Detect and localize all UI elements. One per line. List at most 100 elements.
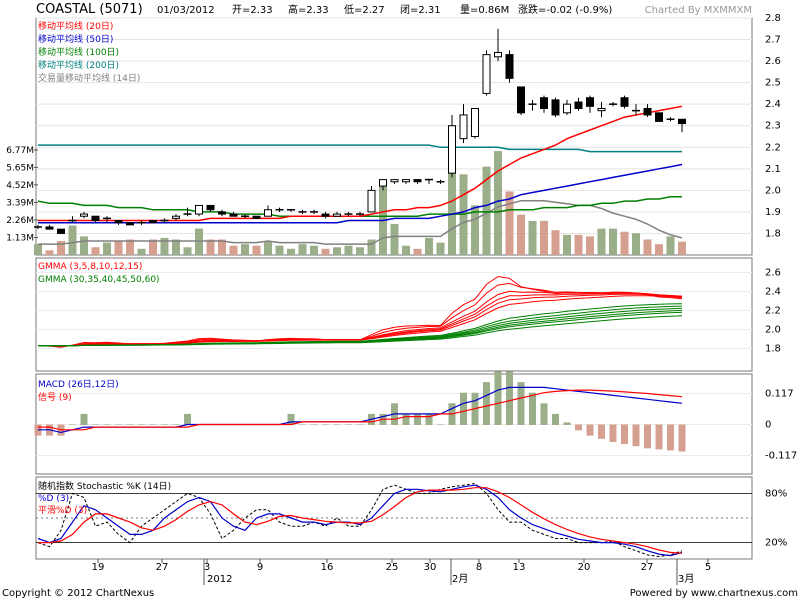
candle-body (367, 189, 376, 213)
header-high: 高=2.33 (288, 3, 329, 16)
legend-signal: 信号 (9) (38, 391, 72, 403)
volume-tick-label: 4.52M (6, 181, 34, 191)
stoch-tick-label: 20% (765, 538, 787, 549)
macd-histogram-bar (172, 424, 180, 425)
volume-bar (643, 239, 652, 255)
footer-copyright: Copyright © 2012 ChartNexus (2, 588, 154, 599)
candle-body (91, 215, 100, 222)
volume-bar (494, 151, 502, 255)
volume-bar (287, 248, 295, 255)
macd-tick-label: -0.117 (765, 451, 797, 462)
candle-body (586, 97, 594, 107)
price-tick-label: 2.8 (765, 13, 781, 24)
price-tick-label: 2.3 (765, 121, 781, 132)
candle-body (448, 125, 456, 174)
candle-body (413, 179, 422, 183)
volume-bar (390, 223, 399, 255)
volume-bar (137, 248, 146, 255)
x-tick-label: 27 (641, 562, 654, 573)
volume-bar (172, 239, 180, 255)
macd-histogram-bar (563, 422, 571, 425)
candle-body (494, 51, 502, 58)
volume-bar (103, 242, 111, 255)
volume-tick-label: 6.77M (6, 146, 34, 156)
macd-histogram-bar (69, 424, 76, 425)
volume-bar (367, 239, 376, 255)
macd-histogram-bar (345, 424, 352, 425)
volume-bar (34, 244, 42, 255)
macd-histogram-bar (103, 424, 111, 425)
stoch-tick-label: 80% (765, 488, 787, 499)
stoch-k-line (37, 483, 683, 558)
footer-powered: Powered by www.chartnexus.com (630, 588, 798, 599)
x-tick-label: 27 (156, 562, 169, 573)
axis-labels: 2.8 2.7 2.6 2.5 2.4 2.3 2.2 2.1 2.0 1.9 1.8 6.77M 5.… (6, 13, 797, 585)
candle-body (45, 226, 54, 230)
ma200-line (38, 144, 682, 153)
header-change: 涨跌=-0.02 (-0.9%) (518, 3, 612, 16)
volume-bar (356, 247, 364, 255)
volume-bar (114, 241, 123, 255)
macd-tick-label: 0 (765, 420, 771, 431)
macd-histogram-bar (632, 424, 640, 447)
macd-histogram-bar (161, 424, 168, 425)
volume-bar (218, 239, 226, 255)
candlesticks (34, 28, 686, 234)
volume-bar (655, 244, 663, 255)
macd-histogram-bar (333, 424, 341, 425)
candle-body (482, 54, 491, 94)
macd-histogram-bar (667, 424, 674, 451)
volume-ma14-line (38, 199, 683, 245)
volume-bar (586, 236, 594, 255)
header-volume: 量=0.86M (460, 4, 509, 16)
volume-bar (574, 234, 583, 255)
legend-stoch-k: 随机指数 Stochastic %K (14日) (38, 480, 171, 492)
candle-body (229, 213, 238, 217)
volume-bar (413, 248, 422, 255)
candle-body (149, 220, 157, 224)
gmma-long-line (37, 315, 683, 347)
macd-histogram-bar (575, 424, 582, 431)
volume-bar (563, 234, 571, 255)
macd-histogram-bar (506, 371, 513, 425)
candle-body (195, 204, 203, 215)
candle-body (517, 86, 525, 114)
volume-bar (471, 205, 479, 255)
candle-body (540, 97, 548, 109)
macd-histogram-bar (138, 424, 145, 425)
volume-bar (57, 241, 65, 255)
volume-bar (80, 236, 88, 255)
volume-bar (321, 248, 330, 255)
volume-tick-label: 1.13M (6, 233, 34, 243)
stock-symbol: COASTAL (5071) (36, 2, 143, 17)
month-label-mar: 3月 (678, 573, 694, 585)
macd-histogram-bar (126, 424, 134, 425)
gmma-tick-label: 2.0 (765, 325, 781, 336)
volume-bar (126, 239, 134, 255)
legend-ma100: 移动平均线 (100日) (38, 46, 119, 58)
volume-bar (620, 231, 629, 255)
volume-bar (149, 239, 157, 255)
price-legend: 移动平均线 (20日) 移动平均线 (50日) 移动平均线 (100日) 移动平… (38, 20, 140, 84)
volume-bar (206, 239, 215, 255)
macd-histogram-bar (655, 424, 663, 450)
macd-histogram-bar (483, 382, 490, 425)
header-low: 低=2.27 (344, 3, 385, 16)
price-tick-label: 2.1 (765, 164, 781, 175)
gmma-tick-label: 1.8 (765, 344, 781, 355)
candle-body (505, 54, 514, 79)
macd-tick-label: 0.117 (765, 389, 794, 400)
candle-body (252, 215, 261, 219)
candle-body (218, 211, 226, 215)
volume-bar (241, 244, 249, 255)
candle-body (379, 179, 387, 187)
macd-histogram-bar (678, 424, 686, 452)
x-tick-label: 25 (386, 562, 399, 573)
volume-bar (344, 245, 353, 255)
price-tick-label: 2.6 (765, 56, 781, 67)
volume-bar (482, 166, 491, 255)
volume-bar (505, 191, 514, 255)
stoch-d-line (37, 484, 683, 557)
x-tick-label: 19 (92, 562, 105, 573)
candle-body (597, 107, 606, 112)
